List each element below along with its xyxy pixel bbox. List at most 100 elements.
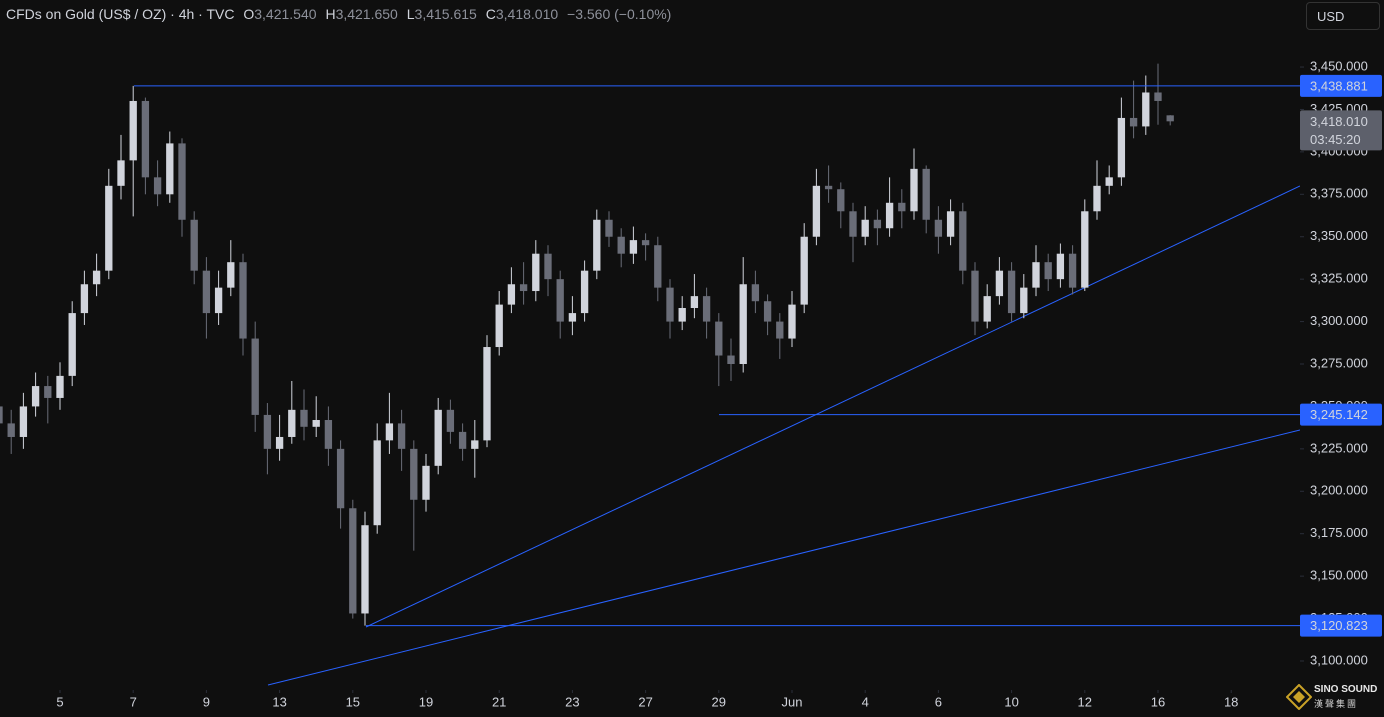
candle-body (910, 168, 918, 212)
candle-body (922, 168, 930, 220)
price-axis: 3,100.0003,125.0003,150.0003,175.0003,20… (56, 58, 1382, 709)
candle-body (641, 240, 650, 246)
candle-body (593, 219, 601, 271)
x-tick-label: 13 (272, 694, 286, 709)
candle-body (629, 240, 638, 254)
candle-body (263, 414, 272, 449)
candle-body (373, 440, 381, 526)
y-tick-label: 3,275.000 (1310, 355, 1368, 370)
candle-body (678, 308, 686, 322)
ohlc-value: 3,421.650 (335, 6, 398, 22)
x-tick-label: 21 (492, 694, 506, 709)
candle-body (995, 270, 1004, 297)
candle-body (1093, 185, 1101, 212)
candle-body (56, 375, 64, 398)
candle-body (68, 313, 76, 376)
candle-body (458, 431, 467, 449)
y-tick-label: 3,350.000 (1310, 228, 1368, 243)
candle-body (739, 284, 747, 365)
logo: SINO SOUND 漢聲集團 (1286, 682, 1382, 712)
candle-body (885, 202, 894, 229)
candle-body (788, 304, 796, 339)
y-tick-label: 3,150.000 (1310, 568, 1368, 583)
current-price-box (1300, 110, 1382, 151)
x-tick-label: 19 (419, 694, 433, 709)
x-tick-label: 4 (862, 694, 869, 709)
y-tick-label: 3,200.000 (1310, 483, 1368, 498)
candle-body (934, 219, 943, 237)
candle-body (1154, 92, 1162, 101)
current-price-label: 3,418.010 (1310, 114, 1368, 129)
candle-body (763, 301, 772, 322)
candle-body (446, 409, 455, 432)
candle-body (617, 236, 625, 254)
y-tick-label: 3,225.000 (1310, 440, 1368, 455)
candle-body (166, 143, 174, 195)
x-tick-label: 16 (1151, 694, 1165, 709)
candle-body (434, 409, 442, 466)
candle-body (983, 296, 991, 322)
level-box (1300, 403, 1382, 426)
candle-body (1129, 117, 1138, 127)
candle-body (1056, 253, 1065, 280)
candle-body (92, 270, 101, 285)
x-tick-label: 5 (56, 694, 63, 709)
candle-body (336, 448, 345, 509)
candle-body (31, 386, 40, 407)
candle-body (507, 284, 516, 305)
x-tick-label: 18 (1224, 694, 1238, 709)
candle-body (19, 406, 28, 437)
ohlc-value: 3,415.615 (414, 6, 477, 22)
candle-body (715, 321, 723, 356)
y-tick-label: 3,300.000 (1310, 313, 1368, 328)
level-label: 3,120.823 (1310, 618, 1368, 633)
candle-body (1032, 262, 1040, 288)
level-box (1300, 74, 1382, 97)
candle-body (519, 284, 528, 292)
candle-body (1081, 211, 1089, 288)
candle-body (727, 355, 735, 365)
logo-icon (1286, 684, 1312, 710)
candle-body (129, 100, 137, 161)
candle-body (971, 270, 979, 322)
x-tick-label: 29 (712, 694, 726, 709)
candle-body (324, 420, 333, 449)
change: −3.560 (−0.10%) (567, 6, 672, 22)
candle-body (837, 189, 845, 212)
ohlc-value: 3,421.540 (254, 6, 317, 22)
logo-subname: 漢聲集團 (1314, 699, 1359, 709)
candle-body (776, 321, 784, 339)
candle-body (117, 160, 125, 186)
candle-body (800, 236, 808, 305)
candle-body (544, 253, 552, 280)
candle-body (349, 508, 357, 614)
candle-body (959, 211, 967, 271)
candle-body (532, 253, 540, 292)
candle-body (751, 284, 760, 302)
candle-body (1117, 117, 1126, 178)
ohlc-value: 3,418.010 (495, 6, 559, 22)
currency-button[interactable]: USD (1306, 2, 1380, 30)
y-tick-label: 3,100.000 (1310, 652, 1368, 667)
y-tick-label: 3,375.000 (1310, 186, 1368, 201)
candle-body (288, 409, 296, 437)
candle-body (495, 304, 503, 348)
candle-body (471, 440, 479, 449)
candle-body (397, 423, 406, 449)
candle-body (80, 284, 89, 314)
y-tick-label: 3,175.000 (1310, 525, 1368, 540)
candle-body (153, 177, 162, 195)
trend-line (365, 185, 1300, 628)
candle-body (410, 448, 418, 500)
y-tick-label: 3,325.000 (1310, 271, 1368, 286)
x-tick-label: 23 (565, 694, 579, 709)
x-tick-label: 7 (130, 694, 137, 709)
candle-body (605, 219, 613, 237)
candle-body (312, 420, 320, 427)
candle-body (227, 262, 235, 288)
ohlc-key: H (325, 6, 336, 22)
candle-body (1105, 177, 1113, 186)
candle-body (422, 465, 430, 500)
candle-body (239, 262, 247, 339)
